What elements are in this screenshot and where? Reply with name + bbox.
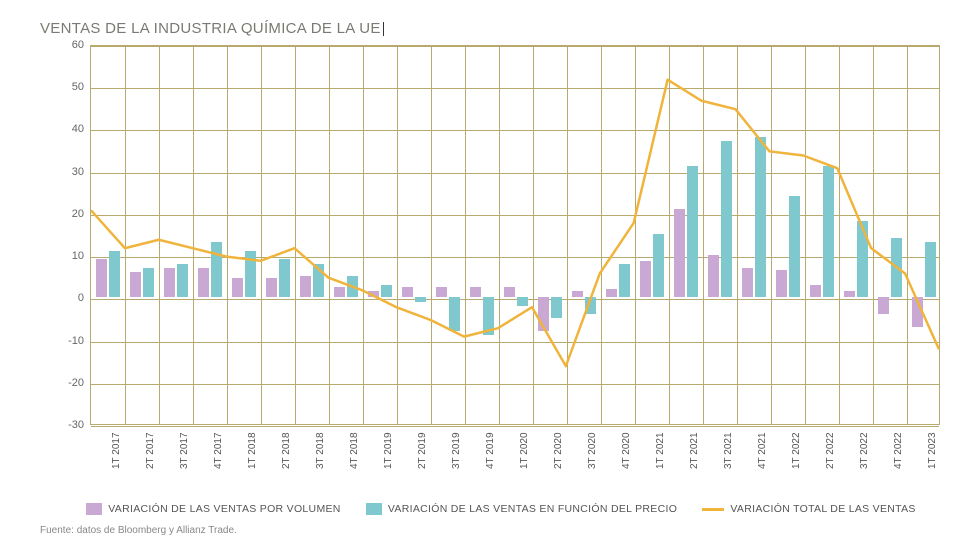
legend-swatch-price (366, 503, 382, 515)
legend-label-price: VARIACIÓN DE LAS VENTAS EN FUNCIÓN DEL P… (388, 503, 677, 515)
legend-label-total: VARIACIÓN TOTAL DE LAS VENTAS (730, 503, 915, 515)
plot-area (90, 45, 940, 425)
legend-label-volume: VARIACIÓN DE LAS VENTAS POR VOLUMEN (108, 503, 340, 515)
legend-swatch-total (702, 508, 724, 511)
legend-swatch-volume (86, 503, 102, 515)
source-text: Fuente: datos de Bloomberg y Allianz Tra… (40, 525, 940, 536)
line-series (91, 46, 939, 425)
chart-title: VENTAS DE LA INDUSTRIA QUÍMICA DE LA UE (40, 20, 940, 37)
text-cursor (383, 22, 384, 36)
chart: -30-20-100102030405060 1T 20172T 20173T … (40, 45, 940, 455)
legend: VARIACIÓN DE LAS VENTAS POR VOLUMEN VARI… (40, 503, 940, 515)
